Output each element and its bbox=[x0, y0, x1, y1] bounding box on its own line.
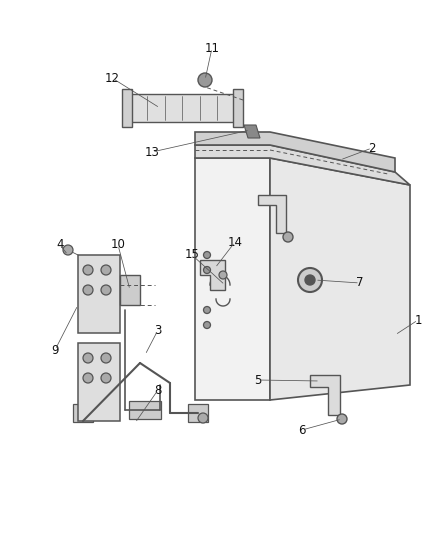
Polygon shape bbox=[233, 89, 243, 127]
Polygon shape bbox=[195, 132, 395, 172]
Text: 10: 10 bbox=[110, 238, 125, 252]
Polygon shape bbox=[120, 275, 140, 305]
Text: 2: 2 bbox=[368, 141, 376, 155]
Text: 7: 7 bbox=[356, 277, 364, 289]
Polygon shape bbox=[130, 94, 235, 122]
Circle shape bbox=[83, 353, 93, 363]
Text: 12: 12 bbox=[105, 71, 120, 85]
Polygon shape bbox=[195, 158, 270, 400]
Circle shape bbox=[83, 285, 93, 295]
Bar bbox=[188, 404, 208, 422]
Text: 15: 15 bbox=[184, 248, 199, 262]
Polygon shape bbox=[270, 158, 410, 400]
Polygon shape bbox=[195, 145, 410, 185]
Circle shape bbox=[101, 265, 111, 275]
Circle shape bbox=[204, 252, 211, 259]
Bar bbox=[73, 404, 93, 422]
Text: 5: 5 bbox=[254, 374, 261, 386]
Polygon shape bbox=[244, 125, 260, 138]
Polygon shape bbox=[78, 255, 120, 333]
Text: 4: 4 bbox=[56, 238, 64, 252]
Text: 1: 1 bbox=[414, 313, 422, 327]
Circle shape bbox=[83, 265, 93, 275]
Circle shape bbox=[198, 73, 212, 87]
Text: 6: 6 bbox=[298, 424, 306, 437]
Circle shape bbox=[101, 285, 111, 295]
Text: 11: 11 bbox=[205, 42, 219, 54]
Circle shape bbox=[63, 245, 73, 255]
Polygon shape bbox=[310, 375, 340, 415]
Polygon shape bbox=[258, 195, 286, 233]
Circle shape bbox=[298, 268, 322, 292]
Circle shape bbox=[337, 414, 347, 424]
Text: 8: 8 bbox=[154, 384, 162, 397]
Circle shape bbox=[219, 271, 227, 279]
Circle shape bbox=[283, 232, 293, 242]
Polygon shape bbox=[122, 89, 132, 127]
Text: 13: 13 bbox=[145, 146, 159, 158]
Circle shape bbox=[83, 373, 93, 383]
Circle shape bbox=[305, 275, 315, 285]
Text: 9: 9 bbox=[51, 343, 59, 357]
Circle shape bbox=[204, 306, 211, 313]
Circle shape bbox=[101, 353, 111, 363]
Circle shape bbox=[204, 266, 211, 273]
Circle shape bbox=[101, 373, 111, 383]
Bar bbox=[129, 401, 161, 419]
Polygon shape bbox=[200, 260, 225, 290]
Circle shape bbox=[204, 321, 211, 328]
Polygon shape bbox=[78, 343, 120, 421]
Circle shape bbox=[198, 413, 208, 423]
Text: 14: 14 bbox=[227, 236, 243, 248]
Text: 3: 3 bbox=[154, 324, 162, 336]
